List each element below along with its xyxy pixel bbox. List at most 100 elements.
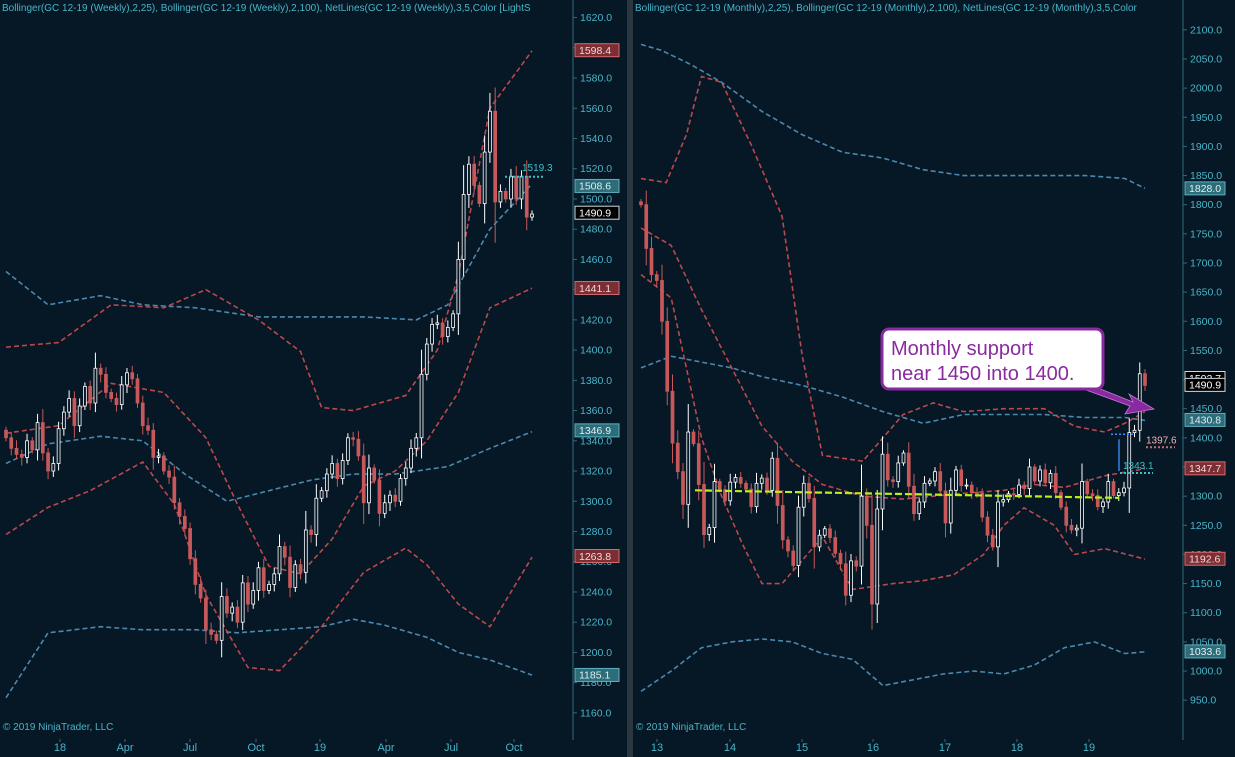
y-tick-label: 1360.0 bbox=[580, 405, 612, 417]
candle-down bbox=[377, 479, 382, 514]
candle-down bbox=[9, 437, 14, 449]
x-tick-label: 19 bbox=[1083, 742, 1095, 754]
candle-down bbox=[30, 440, 35, 451]
price-label-box bbox=[1184, 377, 1226, 392]
candle-down bbox=[214, 633, 219, 641]
candle-down bbox=[649, 248, 654, 276]
candle-down bbox=[843, 563, 848, 596]
candle-down bbox=[717, 481, 722, 491]
weekly-chart-panel[interactable]: 1620.01600.01580.01560.01540.01520.01500… bbox=[0, 0, 627, 757]
candle-down bbox=[691, 431, 696, 445]
candle-up bbox=[230, 606, 235, 614]
candle-down bbox=[130, 372, 135, 380]
y-tick-label: 1250.0 bbox=[1190, 520, 1222, 532]
y-tick-label: 1480.0 bbox=[580, 224, 612, 236]
candle-down bbox=[980, 492, 985, 518]
netline-label: 1519.3 bbox=[522, 163, 553, 174]
monthly-copyright: © 2019 NinjaTrader, LLC bbox=[636, 722, 747, 733]
candle-down bbox=[681, 471, 685, 505]
candle-up bbox=[770, 457, 775, 491]
candle-up bbox=[754, 482, 759, 508]
candle-down bbox=[356, 438, 361, 457]
candle-down bbox=[833, 537, 838, 554]
callout-box bbox=[880, 327, 1105, 391]
monthly-chart-svg[interactable]: 2100.0 2050.0 2000.0 1950.0 1900.0 1850.0 1800… bbox=[633, 0, 1235, 757]
candle-up bbox=[293, 564, 298, 588]
candle-up bbox=[467, 163, 471, 195]
price-label-text: 1430.8 bbox=[1189, 415, 1221, 427]
price-label-box bbox=[1184, 551, 1226, 566]
candle-up bbox=[519, 175, 524, 200]
candle-up bbox=[801, 482, 806, 508]
candle-down bbox=[1064, 506, 1069, 526]
x-tick-label: 19 bbox=[314, 742, 326, 754]
candle-down bbox=[135, 378, 140, 404]
y-tick-label: 1320.0 bbox=[580, 466, 612, 478]
candle-up bbox=[125, 372, 129, 386]
y-tick-label: 1520.0 bbox=[580, 163, 612, 175]
candle-down bbox=[198, 584, 203, 599]
candle-down bbox=[19, 454, 24, 458]
candle-up bbox=[83, 385, 87, 407]
candle-up bbox=[996, 501, 1000, 548]
candle-up bbox=[759, 477, 764, 484]
candle-down bbox=[146, 425, 150, 431]
candle-down bbox=[891, 479, 895, 482]
candle-up bbox=[414, 437, 419, 449]
x-tick-label: Jul bbox=[444, 742, 458, 754]
y-tick-label: 950.0 bbox=[1190, 695, 1216, 707]
candle-down bbox=[985, 516, 990, 536]
candle-down bbox=[1022, 484, 1027, 489]
candle-up bbox=[367, 467, 371, 504]
price-label-box bbox=[574, 667, 620, 682]
candle-down bbox=[351, 437, 356, 440]
candle-up bbox=[330, 463, 334, 475]
monthly-chart-panel[interactable]: 2100.0 2050.0 2000.0 1950.0 1900.0 1850.0 1800… bbox=[633, 0, 1235, 757]
candle-up bbox=[1080, 481, 1084, 529]
candle-up bbox=[77, 405, 82, 427]
candle-up bbox=[456, 259, 461, 315]
monthly-indicator-header: Bollinger(GC 12-19 (Monthly),2,25), Boll… bbox=[635, 3, 1137, 14]
y-tick-label: 2050.0 bbox=[1190, 53, 1222, 65]
price-label-box bbox=[574, 178, 620, 193]
support-trendline bbox=[694, 489, 1120, 500]
y-tick-label: 2000.0 bbox=[1190, 83, 1222, 95]
candle-up bbox=[817, 534, 822, 548]
candle-up bbox=[325, 473, 329, 492]
candle-up bbox=[445, 327, 450, 337]
candle-up bbox=[451, 313, 455, 328]
candle-up bbox=[272, 573, 277, 585]
candle-up bbox=[509, 175, 513, 200]
weekly-chart-svg[interactable]: 1620.01600.01580.01560.01540.01520.01500… bbox=[0, 0, 627, 757]
bb25-upper-band bbox=[640, 75, 1146, 463]
candle-up bbox=[93, 367, 98, 404]
candle-down bbox=[288, 556, 292, 588]
panel-divider[interactable] bbox=[627, 0, 633, 757]
candle-down bbox=[828, 528, 832, 538]
candle-down bbox=[639, 201, 643, 206]
netline-label-high: 1397.6 bbox=[1146, 435, 1177, 446]
candle-down bbox=[393, 494, 398, 502]
candle-up bbox=[346, 437, 350, 461]
candle-down bbox=[88, 385, 93, 404]
y-tick-label: 1700.0 bbox=[1190, 257, 1222, 269]
price-label-text: 1490.9 bbox=[579, 208, 611, 220]
candle-up bbox=[25, 440, 29, 458]
price-label-text: 1490.9 bbox=[1189, 380, 1221, 392]
candle-down bbox=[172, 476, 177, 504]
candle-up bbox=[419, 373, 424, 439]
candle-up bbox=[430, 324, 434, 345]
candle-up bbox=[1017, 484, 1021, 495]
candle-up bbox=[267, 584, 271, 591]
price-label-text: 1185.1 bbox=[579, 670, 610, 682]
candle-down bbox=[765, 477, 769, 491]
candle-down bbox=[167, 470, 171, 478]
y-tick-label: 1600.0 bbox=[1190, 316, 1222, 328]
candle-down bbox=[114, 398, 119, 405]
candle-up bbox=[1027, 466, 1032, 489]
candle-down bbox=[1069, 524, 1074, 531]
candle-down bbox=[309, 529, 313, 535]
bb100-upper-band bbox=[5, 183, 533, 321]
y-tick-label: 1280.0 bbox=[580, 526, 612, 538]
candle-up bbox=[240, 582, 245, 623]
